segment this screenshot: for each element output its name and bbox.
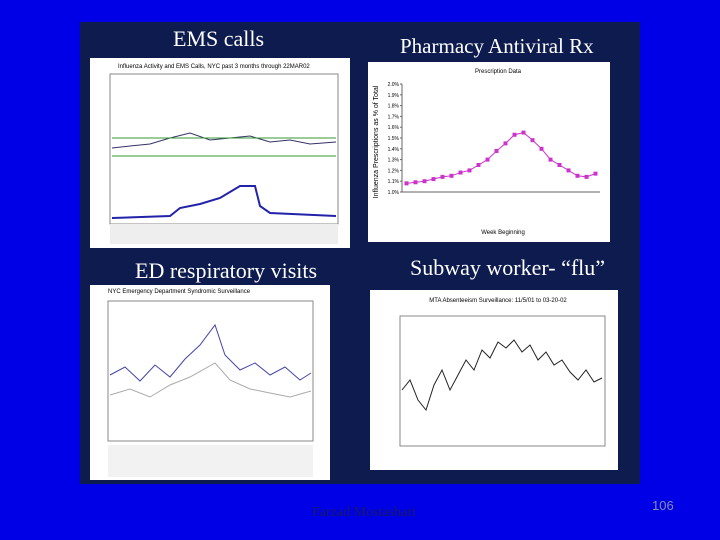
point <box>467 168 472 173</box>
y-tick-label: 1.0% <box>388 190 400 196</box>
chart-title: MTA Absenteeism Surveillance: 11/5/01 to… <box>429 298 567 304</box>
chart: Prescription Data Influenza Prescription… <box>368 62 610 242</box>
y-tick-label: 1.1% <box>388 179 400 185</box>
point <box>548 157 553 162</box>
chart-title: Influenza Activity and EMS Calls, NYC pa… <box>118 64 310 70</box>
ed-chart: NYC Emergency Department Syndromic Surve… <box>90 285 330 480</box>
point <box>593 171 598 176</box>
plot-frame <box>399 315 606 447</box>
point <box>566 168 571 173</box>
y-tick-label: 1.9% <box>388 93 400 99</box>
point <box>458 170 463 175</box>
subway-chart: MTA Absenteeism Surveillance: 11/5/01 to… <box>370 290 618 470</box>
point <box>449 173 454 178</box>
subway-line <box>401 339 603 412</box>
ems-line <box>111 132 337 149</box>
point <box>557 163 562 167</box>
y-tick-label: 1.7% <box>388 114 400 120</box>
point <box>575 173 580 178</box>
point <box>539 146 544 151</box>
y-tick-label: 1.6% <box>388 125 400 131</box>
point <box>413 180 418 185</box>
ed-line <box>109 323 312 382</box>
y-tick-label: 1.8% <box>388 104 400 110</box>
y-tick-label: 1.2% <box>388 168 400 174</box>
point <box>530 138 535 143</box>
point <box>422 179 427 184</box>
point <box>440 174 445 179</box>
point <box>485 157 490 162</box>
footer: Farzad Mostashari <box>312 505 416 520</box>
ems-chart: Influenza Activity and EMS Calls, NYC pa… <box>90 58 350 248</box>
point <box>431 177 436 182</box>
point <box>404 181 409 186</box>
panel-title: Pharmacy Antiviral Rx <box>400 34 594 58</box>
point <box>494 148 499 153</box>
page-number: 106 <box>652 498 674 513</box>
chart-title: Prescription Data <box>475 69 522 75</box>
panel-title: Subway worker- “flu” <box>410 255 606 280</box>
flu-line <box>111 185 337 219</box>
point <box>512 132 517 137</box>
y-axis-label: Influenza Prescriptions as % of Total <box>373 85 380 198</box>
point <box>584 174 589 179</box>
panel-title: ED respiratory visits <box>135 258 318 283</box>
y-tick-label: 1.4% <box>388 147 400 153</box>
x-axis-label: Week Beginning <box>481 230 525 236</box>
point <box>476 163 481 167</box>
y-tick-label: 2.0% <box>388 82 400 88</box>
chart-title: NYC Emergency Department Syndromic Surve… <box>108 289 251 295</box>
panel-title: EMS calls <box>173 26 265 51</box>
y-tick-label: 1.5% <box>388 136 400 142</box>
y-tick-label: 1.3% <box>388 158 400 164</box>
point <box>521 130 526 135</box>
x-labels <box>110 224 338 244</box>
plot-frame <box>107 300 314 442</box>
ed-line-2 <box>109 362 312 398</box>
series-line <box>406 132 596 184</box>
plot-frame <box>109 73 339 225</box>
x-labels <box>108 445 313 477</box>
point <box>503 141 508 146</box>
